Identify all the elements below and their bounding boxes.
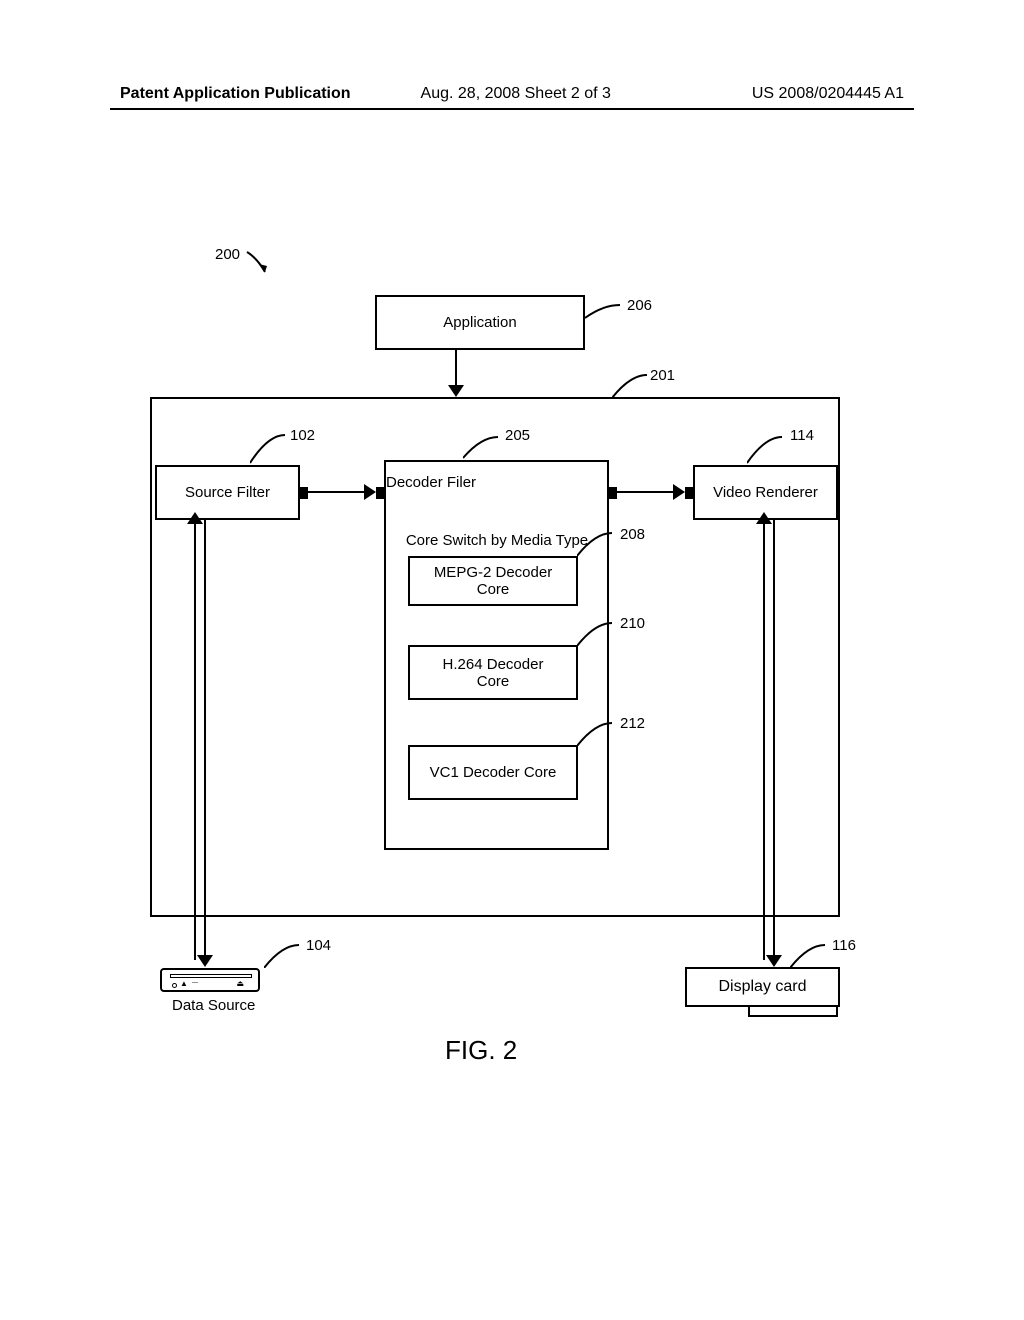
ref-114-line: [747, 432, 787, 465]
ref-208: 208: [620, 526, 645, 543]
decoder-filer-label: Decoder Filer: [386, 474, 476, 491]
ref-114: 114: [790, 427, 814, 444]
vc1-label: VC1 Decoder Core: [430, 764, 557, 781]
vc1-box: VC1 Decoder Core: [408, 745, 578, 800]
src-data-line2: [204, 520, 206, 960]
header-center: Aug. 28, 2008 Sheet 2 of 3: [421, 85, 611, 103]
ref-104-line: [264, 940, 304, 968]
src-dec-arrow-head: [364, 484, 376, 500]
ref-210-line: [577, 618, 617, 646]
ref-206-line: [585, 300, 625, 320]
ref-200-arrow: [245, 250, 275, 280]
ref-212-line: [577, 718, 617, 746]
video-renderer-label: Video Renderer: [713, 484, 818, 501]
src-dec-arrow: [308, 491, 366, 493]
source-filter-label: Source Filter: [185, 484, 270, 501]
dec-vid-arrow-head: [673, 484, 685, 500]
diagram: 200 Application 206 201 Source Filter 10…: [110, 200, 910, 1100]
ref-200: 200: [215, 246, 240, 263]
display-card-connector: [748, 1007, 838, 1017]
core-switch-label: Core Switch by Media Type: [402, 532, 592, 549]
vid-disp-arrow-up: [756, 512, 772, 524]
ref-104: 104: [306, 937, 331, 954]
video-renderer-pin: [685, 487, 693, 499]
application-box: Application: [375, 295, 585, 350]
header-left: Patent Application Publication: [120, 85, 351, 103]
ref-102-line: [250, 430, 290, 465]
decoder-right-pin: [609, 487, 617, 499]
vid-disp-line1: [763, 520, 765, 960]
ref-116-line: [790, 940, 830, 968]
header-right: US 2008/0204445 A1: [752, 85, 904, 103]
mpeg2-box: MEPG-2 Decoder Core: [408, 556, 578, 606]
ref-201: 201: [650, 367, 675, 384]
data-source-device: ▲ — ⏏: [160, 968, 260, 992]
mpeg2-label: MEPG-2 Decoder Core: [434, 564, 552, 598]
decoder-left-pin: [376, 487, 384, 499]
header-divider: [110, 108, 914, 110]
ref-206: 206: [627, 297, 652, 314]
figure-label: FIG. 2: [445, 1035, 517, 1066]
h264-label: H.264 Decoder Core: [443, 656, 544, 690]
application-label: Application: [443, 314, 516, 331]
ref-212: 212: [620, 715, 645, 732]
display-card-box: Display card: [685, 967, 840, 1007]
ref-210: 210: [620, 615, 645, 632]
vid-disp-line2: [773, 520, 775, 960]
dec-vid-arrow: [617, 491, 675, 493]
vid-disp-arrow-down: [766, 955, 782, 967]
ref-116: 116: [832, 937, 856, 954]
ref-205: 205: [505, 427, 530, 444]
ref-201-line: [612, 370, 652, 400]
source-filter-box: Source Filter: [155, 465, 300, 520]
source-filter-pin: [300, 487, 308, 499]
src-data-arrow-down: [197, 955, 213, 967]
h264-box: H.264 Decoder Core: [408, 645, 578, 700]
src-data-arrow-up: [187, 512, 203, 524]
page-header: Patent Application Publication Aug. 28, …: [0, 85, 1024, 103]
ref-205-line: [463, 432, 503, 460]
data-source-label: Data Source: [172, 997, 255, 1014]
src-data-line1: [194, 520, 196, 960]
ref-208-line: [577, 528, 617, 556]
display-card-label: Display card: [718, 978, 806, 996]
app-arrow-head: [448, 385, 464, 397]
ref-102: 102: [290, 427, 315, 444]
